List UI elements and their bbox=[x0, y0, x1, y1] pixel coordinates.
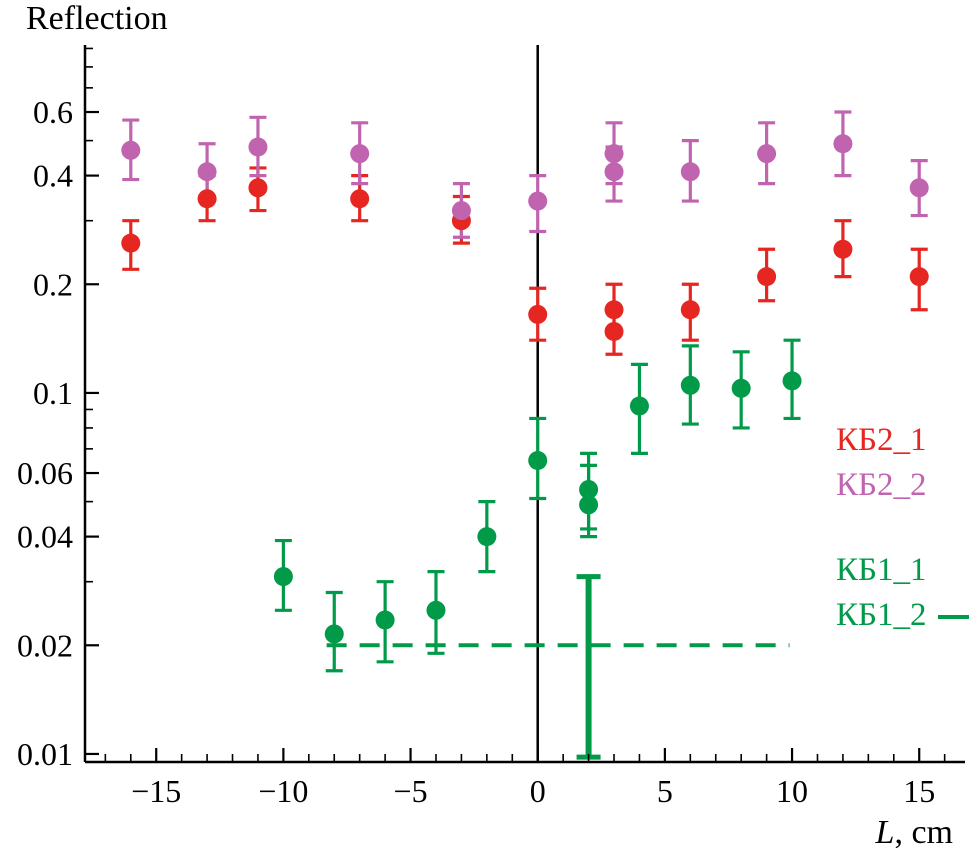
data-point bbox=[629, 396, 649, 416]
data-point bbox=[604, 300, 624, 320]
data-point bbox=[324, 624, 344, 644]
data-point bbox=[528, 450, 548, 470]
data-point bbox=[477, 527, 497, 547]
legend-line-sample bbox=[938, 615, 969, 620]
data-point bbox=[579, 480, 599, 500]
data-point bbox=[579, 495, 599, 515]
data-point bbox=[121, 140, 141, 160]
x-tick-label: 10 bbox=[776, 773, 808, 809]
data-point bbox=[604, 321, 624, 341]
data-point bbox=[273, 567, 293, 587]
y-tick-label: 0.04 bbox=[17, 519, 73, 555]
y-tick-label: 0.1 bbox=[33, 375, 73, 411]
data-point bbox=[757, 144, 777, 164]
x-axis-label-symbol: L bbox=[875, 814, 895, 851]
x-tick-label: −10 bbox=[258, 773, 308, 809]
x-axis-label: L, cm bbox=[876, 814, 953, 852]
data-point bbox=[197, 162, 217, 182]
data-point bbox=[248, 178, 268, 198]
data-point bbox=[757, 267, 777, 287]
data-point bbox=[604, 144, 624, 164]
y-tick-label: 0.01 bbox=[17, 736, 73, 772]
legend-item-kb2-1: КБ2_1 bbox=[836, 422, 926, 459]
y-tick-label: 0.06 bbox=[17, 455, 73, 491]
data-point bbox=[833, 239, 853, 259]
x-tick-label: 0 bbox=[530, 773, 546, 809]
data-point bbox=[197, 189, 217, 209]
y-axis-title: Reflection bbox=[26, 0, 168, 37]
data-point bbox=[375, 610, 395, 630]
data-point bbox=[833, 134, 853, 154]
data-point bbox=[680, 375, 700, 395]
data-point bbox=[426, 600, 446, 620]
data-point bbox=[680, 300, 700, 320]
x-tick-label: 5 bbox=[657, 773, 673, 809]
x-tick-label: 15 bbox=[903, 773, 935, 809]
legend-label: КБ1_2 bbox=[836, 597, 927, 633]
x-axis-label-unit: , cm bbox=[894, 814, 953, 851]
data-point bbox=[528, 304, 548, 324]
legend-item-kb1-1: КБ1_1 bbox=[836, 552, 926, 589]
data-point bbox=[121, 233, 141, 253]
data-point bbox=[451, 201, 471, 221]
legend-item-kb2-2: КБ2_2 bbox=[836, 467, 926, 504]
y-tick-label: 0.02 bbox=[17, 627, 73, 663]
data-point bbox=[248, 137, 268, 157]
legend-label: КБ1_1 bbox=[836, 552, 927, 588]
legend-label: КБ2_1 bbox=[836, 422, 927, 458]
data-point bbox=[604, 162, 624, 182]
y-tick-label: 0.6 bbox=[33, 94, 73, 130]
y-tick-label: 0.2 bbox=[33, 266, 73, 302]
data-point bbox=[350, 189, 370, 209]
y-tick-label: 0.4 bbox=[33, 158, 73, 194]
legend-label: КБ2_2 bbox=[836, 467, 927, 503]
data-point bbox=[731, 378, 751, 398]
data-point bbox=[350, 144, 370, 164]
x-tick-label: −15 bbox=[131, 773, 181, 809]
legend-item-kb1-2: КБ1_2 bbox=[836, 597, 969, 634]
data-point bbox=[909, 178, 929, 198]
data-point bbox=[909, 267, 929, 287]
x-tick-label: −5 bbox=[394, 773, 428, 809]
data-point bbox=[528, 191, 548, 211]
data-point bbox=[782, 371, 802, 391]
data-point bbox=[680, 162, 700, 182]
